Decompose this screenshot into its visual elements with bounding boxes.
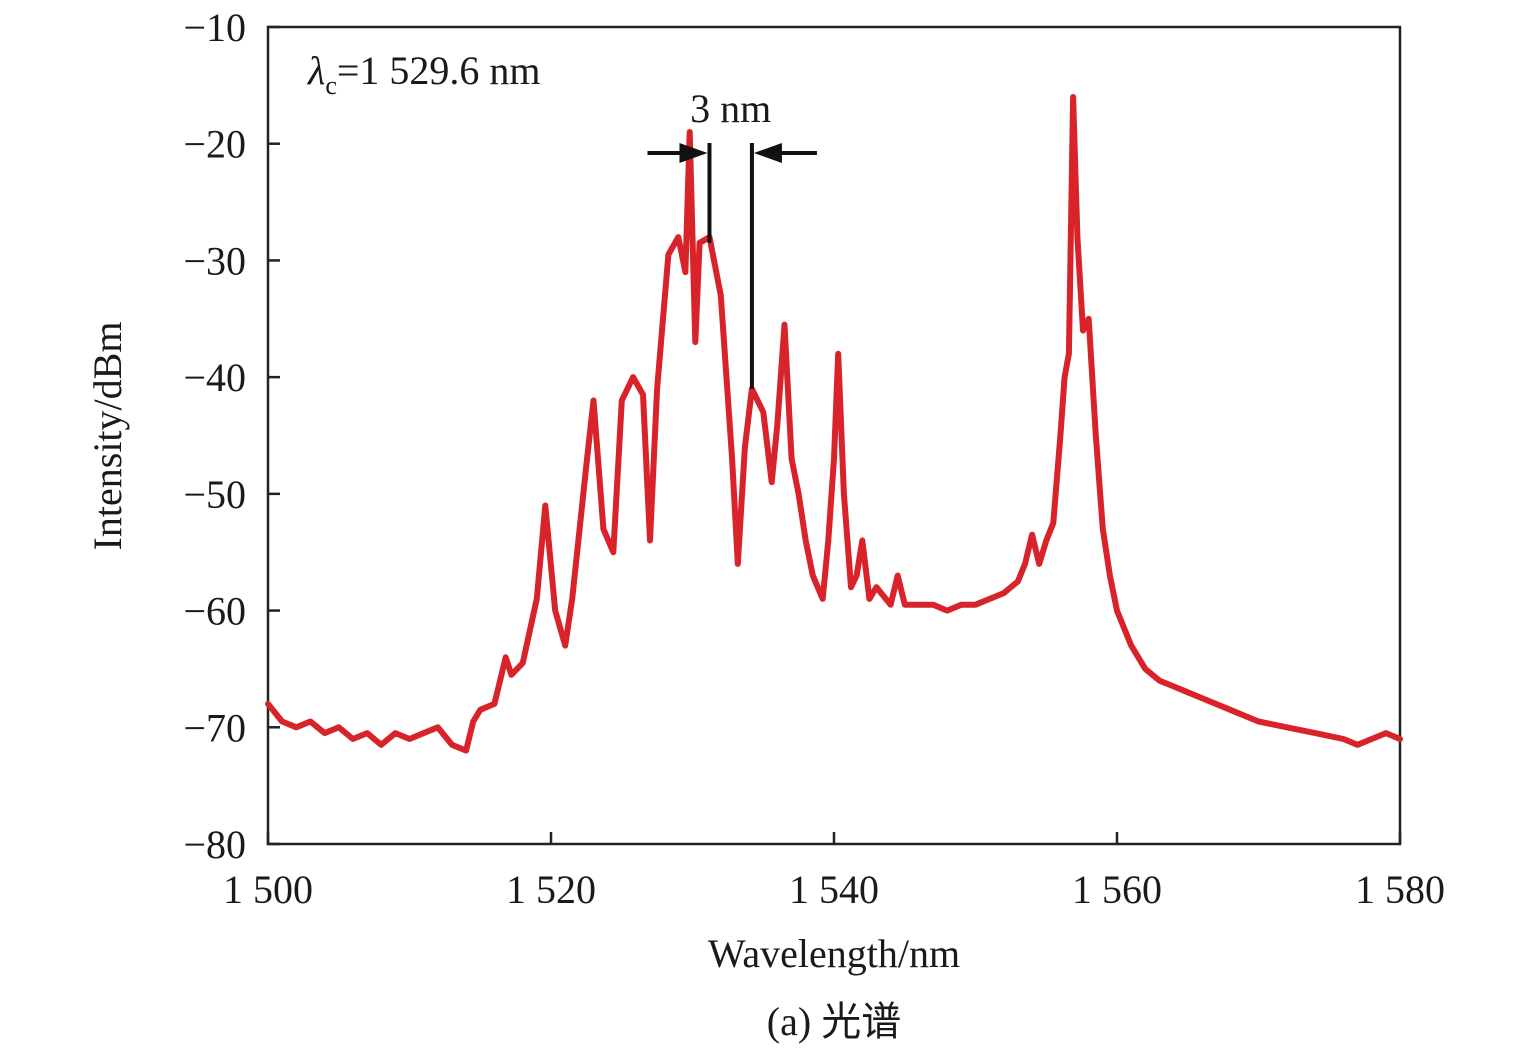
y-tick-label: −40 bbox=[183, 355, 246, 400]
y-tick-label: −70 bbox=[183, 705, 246, 750]
x-tick-label: 1 540 bbox=[789, 867, 879, 912]
y-tick-label: −20 bbox=[183, 122, 246, 167]
x-tick-label: 1 520 bbox=[506, 867, 596, 912]
y-tick-label: −60 bbox=[183, 589, 246, 634]
x-tick-label: 1 580 bbox=[1355, 867, 1445, 912]
bandwidth-label: 3 nm bbox=[690, 86, 771, 131]
y-tick-label: −10 bbox=[183, 5, 246, 50]
bandwidth-left-arrow-head bbox=[679, 143, 708, 164]
x-axis-title: Wavelength/nm bbox=[708, 931, 960, 976]
figure-caption: (a) 光谱 bbox=[767, 999, 901, 1044]
x-axis: 1 500 1 520 1 540 1 560 1 580 bbox=[223, 832, 1445, 912]
center-wavelength-annotation: λc=1 529.6 nm bbox=[307, 48, 541, 100]
y-axis-title: Intensity/dBm bbox=[85, 322, 130, 551]
x-tick-label: 1 560 bbox=[1072, 867, 1162, 912]
y-tick-label: −30 bbox=[183, 238, 246, 283]
x-tick-label: 1 500 bbox=[223, 867, 313, 912]
y-axis: −80 −70 −60 −50 −40 −30 −20 −10 bbox=[183, 5, 280, 867]
spectrum-series-line bbox=[265, 94, 1403, 754]
y-tick-label: −80 bbox=[183, 822, 246, 867]
bandwidth-right-arrow-head bbox=[753, 143, 782, 164]
bandwidth-marker: 3 nm bbox=[647, 86, 817, 389]
y-tick-label: −50 bbox=[183, 472, 246, 517]
